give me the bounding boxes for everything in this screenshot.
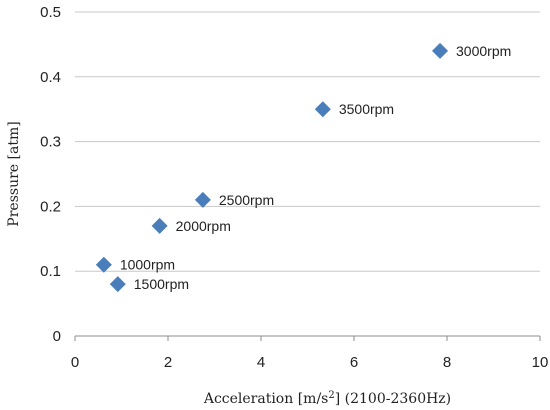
data-point-label: 1000rpm	[120, 257, 175, 273]
data-point-label: 2000rpm	[176, 218, 231, 234]
data-points	[95, 42, 449, 293]
data-point-label: 3500rpm	[339, 101, 394, 117]
y-tick-label: 0	[53, 328, 61, 345]
data-point	[432, 42, 449, 59]
x-tick-label: 10	[532, 354, 549, 371]
x-axis-title-main: Acceleration [m/s	[203, 391, 329, 407]
data-point	[95, 256, 112, 273]
y-axis-title: Pressure [atm]	[6, 121, 22, 226]
grid-lines	[75, 11, 540, 272]
x-axis-title-superscript: 2	[328, 390, 334, 401]
point-labels: 1000rpm 1500rpm 2000rpm 2500rpm 3500rpm 3000r…	[120, 43, 511, 292]
y-tick-label: 0.4	[40, 69, 61, 86]
data-point	[151, 217, 168, 234]
data-point	[194, 191, 211, 208]
x-tick-label: 2	[164, 354, 172, 371]
x-tick-label: 0	[71, 354, 79, 371]
x-tick-label: 4	[257, 354, 265, 371]
data-point-label: 1500rpm	[134, 276, 189, 292]
x-tick-label: 8	[443, 354, 451, 371]
y-axis-ticks: 0 0.1 0.2 0.3 0.4 0.5	[40, 4, 61, 345]
data-point	[314, 101, 331, 118]
x-axis-ticks: 0 2 4 6 8 10	[71, 336, 549, 371]
data-point-label: 3000rpm	[456, 43, 511, 59]
x-tick-label: 6	[350, 354, 358, 371]
x-axis-title: Acceleration [m/s2] (2100-2360Hz)	[203, 390, 451, 408]
data-point	[109, 276, 126, 293]
y-tick-label: 0.3	[40, 134, 61, 151]
y-tick-label: 0.5	[40, 4, 61, 21]
data-point-label: 2500rpm	[219, 192, 274, 208]
y-tick-label: 0.2	[40, 198, 61, 215]
x-axis-title-suffix: ] (2100-2360Hz)	[335, 391, 451, 407]
y-tick-label: 0.1	[40, 263, 61, 280]
